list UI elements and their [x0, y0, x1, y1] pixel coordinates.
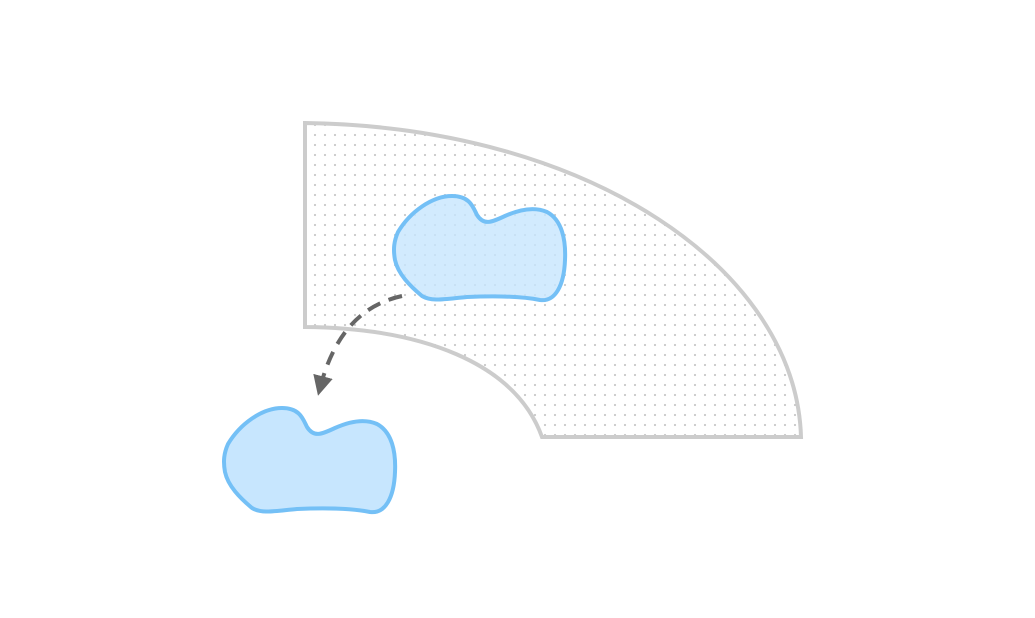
dashed-arrow	[313, 294, 403, 396]
blob-inside-region	[392, 194, 568, 303]
blob-outside-region	[222, 406, 398, 515]
region-outline	[303, 120, 804, 439]
